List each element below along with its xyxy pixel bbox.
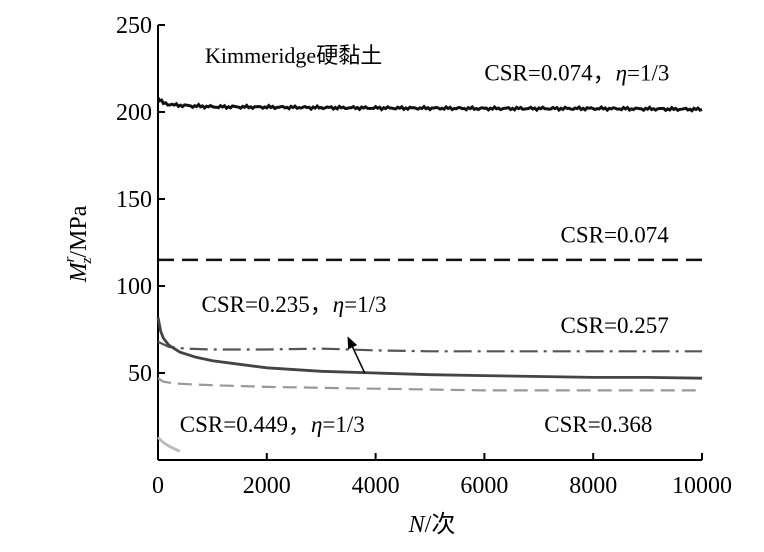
- chart-title: Kimmeridge硬黏土: [205, 43, 382, 68]
- y-tick-label: 200: [116, 100, 152, 126]
- annotation-label: CSR=0.235，η=1/3: [202, 292, 387, 317]
- axes: 50 100 150 200 250 0 2000 4000 6000 8000 10000: [116, 13, 732, 499]
- annotation-label: CSR=0.368: [544, 412, 652, 437]
- y-tick-label: 250: [116, 13, 152, 39]
- x-tick-label: 10000: [672, 473, 732, 499]
- x-tick-label: 8000: [569, 473, 617, 499]
- annotation-label: CSR=0.449，η=1/3: [180, 412, 365, 437]
- svg-text:Mrz/MPa: Mrz/MPa: [62, 205, 95, 283]
- x-axis-label: N/次: [408, 511, 456, 538]
- y-axis-label: Mrz/MPa: [62, 205, 95, 283]
- x-tick-label: 6000: [460, 473, 508, 499]
- annotation-arrow: [347, 336, 366, 374]
- annotation-label: CSR=0.074，η=1/3: [484, 61, 669, 86]
- y-tick-label: 150: [116, 187, 152, 213]
- series-line-s3: [157, 340, 702, 353]
- series-line-s1: [156, 97, 703, 113]
- series-layer: [156, 97, 703, 453]
- annotation-label: CSR=0.257: [561, 313, 669, 338]
- x-tick-label: 4000: [352, 473, 400, 499]
- y-tick-label: 50: [128, 361, 152, 387]
- annotation-label: CSR=0.074: [561, 223, 670, 248]
- annotations: CSR=0.074，η=1/3 CSR=0.074 CSR=0.235，η=1/3 C…: [180, 61, 670, 437]
- series-line-s5: [157, 377, 702, 392]
- x-tick-label: 2000: [243, 473, 291, 499]
- x-tick-label: 0: [152, 473, 164, 499]
- y-tick-label: 100: [116, 274, 152, 300]
- series-line-s6: [157, 436, 181, 453]
- series-line-s4: [156, 317, 703, 380]
